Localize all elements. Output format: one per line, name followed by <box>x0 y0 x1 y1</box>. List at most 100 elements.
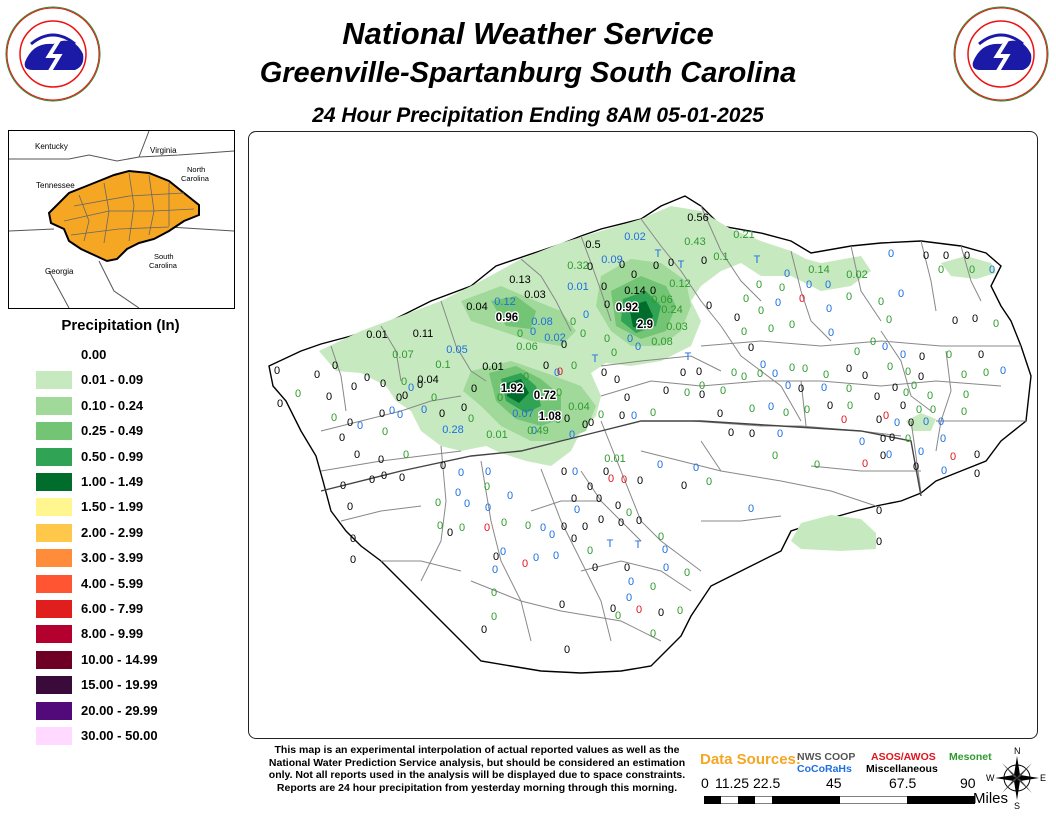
precip-report-zero: 0 <box>854 346 860 358</box>
precip-report-zero: 0 <box>598 514 604 526</box>
precip-report-zero: 0 <box>382 426 388 438</box>
precip-report-zero: 0 <box>777 428 783 440</box>
precip-report-zero: 0 <box>758 305 764 317</box>
precip-report-zero: 0 <box>369 474 375 486</box>
legend-item: 4.00 - 5.99 <box>36 574 236 594</box>
precip-report-zero: 0 <box>789 319 795 331</box>
precip-report-zero: 0 <box>531 425 537 437</box>
precip-report-zero: 0 <box>624 392 630 404</box>
precip-report-zero: 0 <box>650 581 656 593</box>
legend-label: 6.00 - 7.99 <box>81 601 144 616</box>
precip-report-zero: 0 <box>882 341 888 353</box>
precip-report-highlight: 0.92 <box>616 302 638 314</box>
precip-report-value: 0.01 <box>604 453 625 465</box>
precip-report-zero: 0 <box>806 279 812 291</box>
precip-report-zero: 0 <box>636 515 642 527</box>
legend-item: 8.00 - 9.99 <box>36 625 236 644</box>
legend-item: 0.01 - 0.09 <box>36 371 236 390</box>
precip-report-zero: 0 <box>828 327 834 339</box>
precip-report-zero: 0 <box>772 450 778 462</box>
precip-report-value: 0.09 <box>601 254 622 266</box>
legend-label: 4.00 - 5.99 <box>81 575 144 591</box>
legend-label: 3.00 - 3.99 <box>81 550 144 566</box>
precip-report-zero: 0 <box>380 378 386 390</box>
precip-report-zero: 0 <box>631 269 637 281</box>
precip-report-zero: 0 <box>564 644 570 656</box>
inset-label-georgia: Georgia <box>45 267 74 276</box>
precip-report-zero: 0 <box>485 502 491 514</box>
legend-swatch <box>36 727 72 745</box>
precip-report-zero: 0 <box>582 419 588 431</box>
precip-report-zero: 0 <box>571 360 577 372</box>
legend-item: 20.00 - 29.99 <box>36 701 236 721</box>
legend-label: 30.00 - 50.00 <box>81 728 158 743</box>
precip-report-value: 0.02 <box>624 231 645 243</box>
precip-report-value: 0.12 <box>494 296 515 308</box>
precip-report-value: 0.56 <box>687 212 708 224</box>
precip-report-zero: 0 <box>601 281 607 293</box>
precip-report-zero: 0 <box>658 607 664 619</box>
precip-report-zero: 0 <box>572 466 578 478</box>
precip-report-value: 0.04 <box>417 374 438 386</box>
precip-report-zero: 0 <box>637 475 643 487</box>
precip-report-zero: 0 <box>743 293 749 305</box>
precip-report-zero: 0 <box>911 380 917 392</box>
legend-label: 2.00 - 2.99 <box>81 524 144 540</box>
precip-report-zero: 0 <box>571 493 577 505</box>
cwa-highlight-shape <box>47 169 200 263</box>
precip-report-zero: 0 <box>571 533 577 545</box>
legend-item: 3.00 - 3.99 <box>36 549 236 568</box>
precip-report-zero: 0 <box>402 390 408 402</box>
precip-report-zero: 0 <box>798 383 804 395</box>
legend-swatch <box>36 473 72 491</box>
precip-report-zero: 0 <box>455 487 461 499</box>
precip-report-zero: 0 <box>431 392 437 404</box>
precip-report-zero: 0 <box>731 367 737 379</box>
scale-tick-5: 90 <box>960 775 976 791</box>
precip-report-value: T <box>592 353 599 365</box>
precip-report-zero: 0 <box>381 470 387 482</box>
precip-report-zero: 0 <box>650 628 656 640</box>
precip-report-zero: 0 <box>614 374 620 386</box>
precip-report-zero: 0 <box>399 472 405 484</box>
precip-report-zero: 0 <box>464 498 470 510</box>
precip-report-highlight: 1.92 <box>501 383 523 395</box>
precip-report-value: 0.13 <box>509 274 530 286</box>
precip-report-zero: 0 <box>663 562 669 574</box>
source-nws-coop: NWS COOP <box>797 751 856 763</box>
precip-report-zero: 0 <box>969 264 975 276</box>
precip-report-zero: 0 <box>983 367 989 379</box>
precip-report-zero: 0 <box>883 410 889 422</box>
legend-swatch <box>36 549 72 568</box>
data-sources-label: Data Sources: <box>700 751 801 768</box>
precip-report-zero: 0 <box>757 368 763 380</box>
precip-report-zero: 0 <box>574 504 580 516</box>
precip-report-zero: 0 <box>543 360 549 372</box>
precip-report-zero: 0 <box>677 605 683 617</box>
precip-report-value: 0.5 <box>585 239 600 251</box>
precip-report-zero: 0 <box>876 414 882 426</box>
precip-report-zero: 0 <box>905 366 911 378</box>
precip-report-zero: 0 <box>894 417 900 429</box>
legend-label: 0.25 - 0.49 <box>81 423 144 439</box>
precip-report-zero: 0 <box>364 372 370 384</box>
precip-report-zero: 0 <box>961 406 967 418</box>
precip-report-zero: 0 <box>596 493 602 505</box>
precip-report-zero: 0 <box>756 279 762 291</box>
precip-report-zero: 0 <box>680 367 686 379</box>
inset-label-north-carolina: North Carolina <box>181 165 210 183</box>
precip-report-zero: 0 <box>587 481 593 493</box>
precip-report-zero: 0 <box>1000 365 1006 377</box>
precip-report-zero: 0 <box>485 466 491 478</box>
precip-report-zero: 0 <box>825 279 831 291</box>
precip-report-zero: 0 <box>610 603 616 615</box>
precip-report-value: 0.06 <box>516 341 537 353</box>
precip-report-zero: 0 <box>484 522 490 534</box>
precip-report-value: 0.01 <box>482 361 503 373</box>
precip-report-zero: 0 <box>628 576 634 588</box>
precip-report-zero: 0 <box>662 544 668 556</box>
legend-label: 0.01 - 0.09 <box>81 372 144 388</box>
compass-e: E <box>1040 773 1046 783</box>
precip-report-value: 0.07 <box>392 349 413 361</box>
